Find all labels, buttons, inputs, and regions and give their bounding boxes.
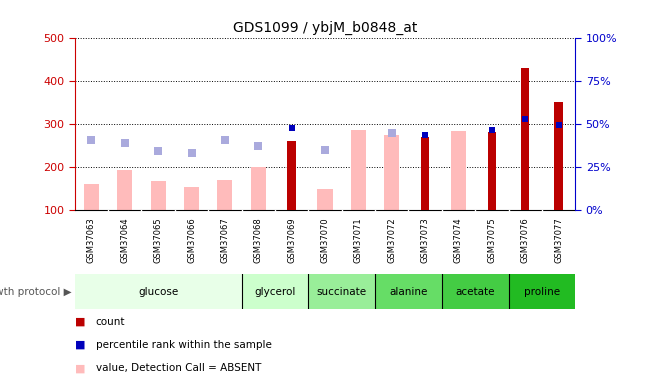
Bar bbox=[351, 130, 366, 210]
Text: glucose: glucose bbox=[138, 286, 178, 297]
Bar bbox=[184, 187, 199, 210]
Text: succinate: succinate bbox=[317, 286, 367, 297]
Bar bbox=[421, 137, 429, 210]
Text: GSM37075: GSM37075 bbox=[488, 218, 497, 263]
Bar bbox=[84, 184, 99, 210]
Text: GSM37064: GSM37064 bbox=[120, 218, 129, 263]
Text: GSM37077: GSM37077 bbox=[554, 218, 563, 264]
Text: GSM37069: GSM37069 bbox=[287, 218, 296, 263]
Bar bbox=[442, 274, 508, 309]
Text: GSM37065: GSM37065 bbox=[153, 218, 162, 263]
Text: count: count bbox=[96, 317, 125, 327]
Text: GSM37066: GSM37066 bbox=[187, 218, 196, 264]
Bar bbox=[521, 68, 529, 210]
Text: glycerol: glycerol bbox=[254, 286, 296, 297]
Text: ■: ■ bbox=[75, 363, 85, 374]
Text: percentile rank within the sample: percentile rank within the sample bbox=[96, 340, 272, 350]
Bar bbox=[384, 135, 399, 210]
Text: growth protocol ▶: growth protocol ▶ bbox=[0, 286, 72, 297]
Text: acetate: acetate bbox=[456, 286, 495, 297]
Text: GSM37074: GSM37074 bbox=[454, 218, 463, 263]
Text: proline: proline bbox=[524, 286, 560, 297]
Bar bbox=[151, 181, 166, 210]
Text: GSM37070: GSM37070 bbox=[320, 218, 330, 263]
Bar bbox=[317, 189, 333, 210]
Bar bbox=[488, 132, 496, 210]
Bar bbox=[308, 274, 375, 309]
Title: GDS1099 / ybjM_b0848_at: GDS1099 / ybjM_b0848_at bbox=[233, 21, 417, 35]
Bar bbox=[217, 180, 233, 210]
Bar bbox=[75, 274, 242, 309]
Text: ■: ■ bbox=[75, 340, 85, 350]
Text: GSM37071: GSM37071 bbox=[354, 218, 363, 263]
Bar bbox=[451, 131, 466, 210]
Text: GSM37072: GSM37072 bbox=[387, 218, 396, 263]
Bar bbox=[117, 170, 133, 210]
Bar bbox=[554, 102, 563, 210]
Text: GSM37067: GSM37067 bbox=[220, 218, 229, 264]
Text: alanine: alanine bbox=[389, 286, 428, 297]
Text: GSM37076: GSM37076 bbox=[521, 218, 530, 264]
Text: value, Detection Call = ABSENT: value, Detection Call = ABSENT bbox=[96, 363, 261, 374]
Bar bbox=[242, 274, 308, 309]
Text: GSM37063: GSM37063 bbox=[87, 218, 96, 264]
Bar bbox=[508, 274, 575, 309]
Text: ■: ■ bbox=[75, 317, 85, 327]
Text: GSM37073: GSM37073 bbox=[421, 218, 430, 264]
Bar bbox=[251, 167, 266, 210]
Bar bbox=[375, 274, 442, 309]
Bar bbox=[287, 141, 296, 210]
Text: GSM37068: GSM37068 bbox=[254, 218, 263, 264]
